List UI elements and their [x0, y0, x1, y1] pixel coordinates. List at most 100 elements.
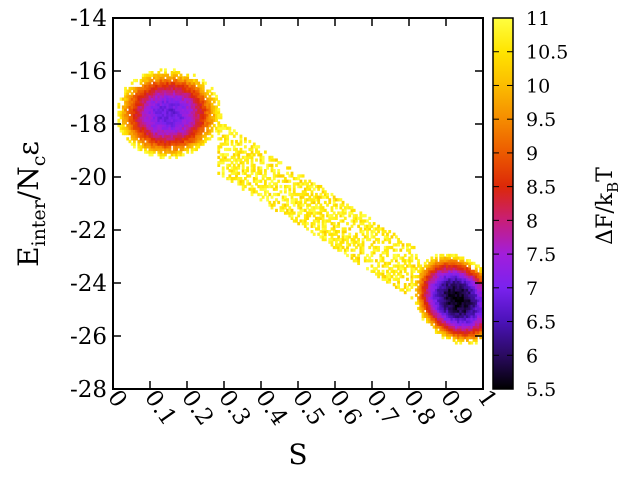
- heatmap-cell: [148, 145, 152, 149]
- heatmap-cell: [417, 261, 420, 266]
- heatmap-cell: [148, 108, 152, 112]
- heatmap-cell: [181, 105, 185, 109]
- heatmap-cell: [426, 306, 429, 311]
- heatmap-cell: [166, 78, 170, 83]
- heatmap-cell: [292, 177, 296, 181]
- heatmap-cell: [341, 232, 345, 236]
- heatmap-cell: [472, 333, 476, 337]
- heatmap-cell: [330, 243, 334, 247]
- heatmap-cell: [204, 137, 207, 141]
- heatmap-cell: [430, 309, 434, 313]
- heatmap-cell: [228, 158, 232, 162]
- heatmap-cell: [272, 174, 276, 178]
- heatmap-cell: [268, 158, 272, 162]
- heatmap-cell: [430, 272, 434, 276]
- heatmap-cell: [392, 283, 396, 287]
- heatmap-cell: [177, 84, 181, 88]
- heatmap-cell: [283, 177, 287, 181]
- heatmap-cell: [441, 322, 445, 326]
- heatmap-cell: [266, 184, 269, 189]
- heatmap-cell: [161, 76, 165, 80]
- heatmap-cell: [217, 147, 221, 152]
- heatmap-cell: [408, 256, 412, 260]
- heatmap-cell: [204, 102, 207, 107]
- heatmap-cell: [454, 267, 458, 271]
- heatmap-cell: [412, 269, 416, 273]
- heatmap-cell: [465, 325, 469, 329]
- heatmap-cell: [412, 275, 416, 279]
- heatmap-cell: [139, 116, 143, 120]
- heatmap-cell: [155, 108, 158, 112]
- heatmap-cell: [197, 113, 201, 117]
- heatmap-cell: [210, 108, 214, 112]
- heatmap-cell: [186, 92, 190, 96]
- heatmap-cell: [432, 267, 436, 271]
- heatmap-cell: [439, 256, 443, 260]
- heatmap-cell: [470, 272, 474, 276]
- heatmap-cell: [363, 235, 367, 239]
- heatmap-cell: [479, 272, 483, 276]
- heatmap-cell: [172, 147, 176, 152]
- heatmap-cell: [306, 227, 309, 231]
- heatmap-cell: [230, 139, 234, 144]
- heatmap-cell: [210, 121, 214, 125]
- heatmap-cell: [152, 118, 156, 122]
- heatmap-cell: [172, 73, 176, 77]
- heatmap-cell: [179, 89, 183, 93]
- heatmap-cell: [463, 317, 467, 321]
- heatmap-cell: [357, 243, 361, 247]
- heatmap-cell: [159, 76, 163, 80]
- heatmap-cell: [241, 166, 245, 170]
- heatmap-cell: [188, 113, 192, 117]
- heatmap-cell: [137, 134, 141, 138]
- heatmap-cell: [332, 203, 336, 207]
- heatmap-cell: [137, 100, 141, 104]
- heatmap-cell: [326, 214, 329, 218]
- heatmap-cell: [470, 283, 474, 287]
- heatmap-cell: [155, 92, 158, 96]
- heatmap-cell: [201, 100, 205, 104]
- heatmap-cell: [465, 267, 469, 271]
- heatmap-cell: [188, 131, 192, 136]
- heatmap-cell: [170, 76, 174, 80]
- heatmap-cell: [421, 269, 425, 273]
- heatmap-cell: [303, 200, 307, 205]
- heatmap-cell: [394, 264, 398, 268]
- heatmap-cell: [366, 230, 369, 234]
- heatmap-cell: [461, 259, 465, 263]
- heatmap-cell: [186, 110, 190, 114]
- heatmap-cell: [199, 86, 203, 91]
- heatmap-cell: [441, 317, 445, 321]
- heatmap-cell: [328, 216, 332, 220]
- heatmap-cell: [474, 269, 478, 273]
- heatmap-cell: [468, 296, 472, 300]
- heatmap-cell: [248, 187, 252, 191]
- heatmap-cell: [357, 216, 361, 220]
- heatmap-cell: [148, 121, 152, 125]
- heatmap-cell: [423, 312, 427, 316]
- heatmap-cell: [148, 89, 152, 93]
- heatmap-cell: [459, 298, 463, 303]
- heatmap-cell: [312, 182, 316, 186]
- heatmap-cell: [197, 116, 201, 120]
- heatmap-cell: [426, 283, 429, 287]
- heatmap-cell: [430, 283, 434, 287]
- heatmap-cell: [272, 203, 276, 207]
- heatmap-cell: [446, 336, 449, 340]
- heatmap-cell: [184, 105, 187, 109]
- heatmap-cell: [319, 195, 323, 199]
- heatmap-cell: [250, 147, 254, 152]
- heatmap-cell: [352, 235, 356, 239]
- heatmap-cell: [452, 309, 456, 313]
- heatmap-cell: [188, 100, 192, 104]
- heatmap-cell: [388, 275, 392, 279]
- heatmap-cell: [241, 187, 245, 191]
- heatmap-cell: [323, 230, 327, 234]
- heatmap-cell: [186, 97, 190, 101]
- heatmap-cell: [170, 84, 174, 88]
- heatmap-cell: [197, 126, 201, 130]
- heatmap-cell: [179, 113, 183, 117]
- heatmap-cell: [372, 230, 376, 234]
- heatmap-cell: [152, 108, 156, 112]
- heatmap-cell: [394, 248, 398, 252]
